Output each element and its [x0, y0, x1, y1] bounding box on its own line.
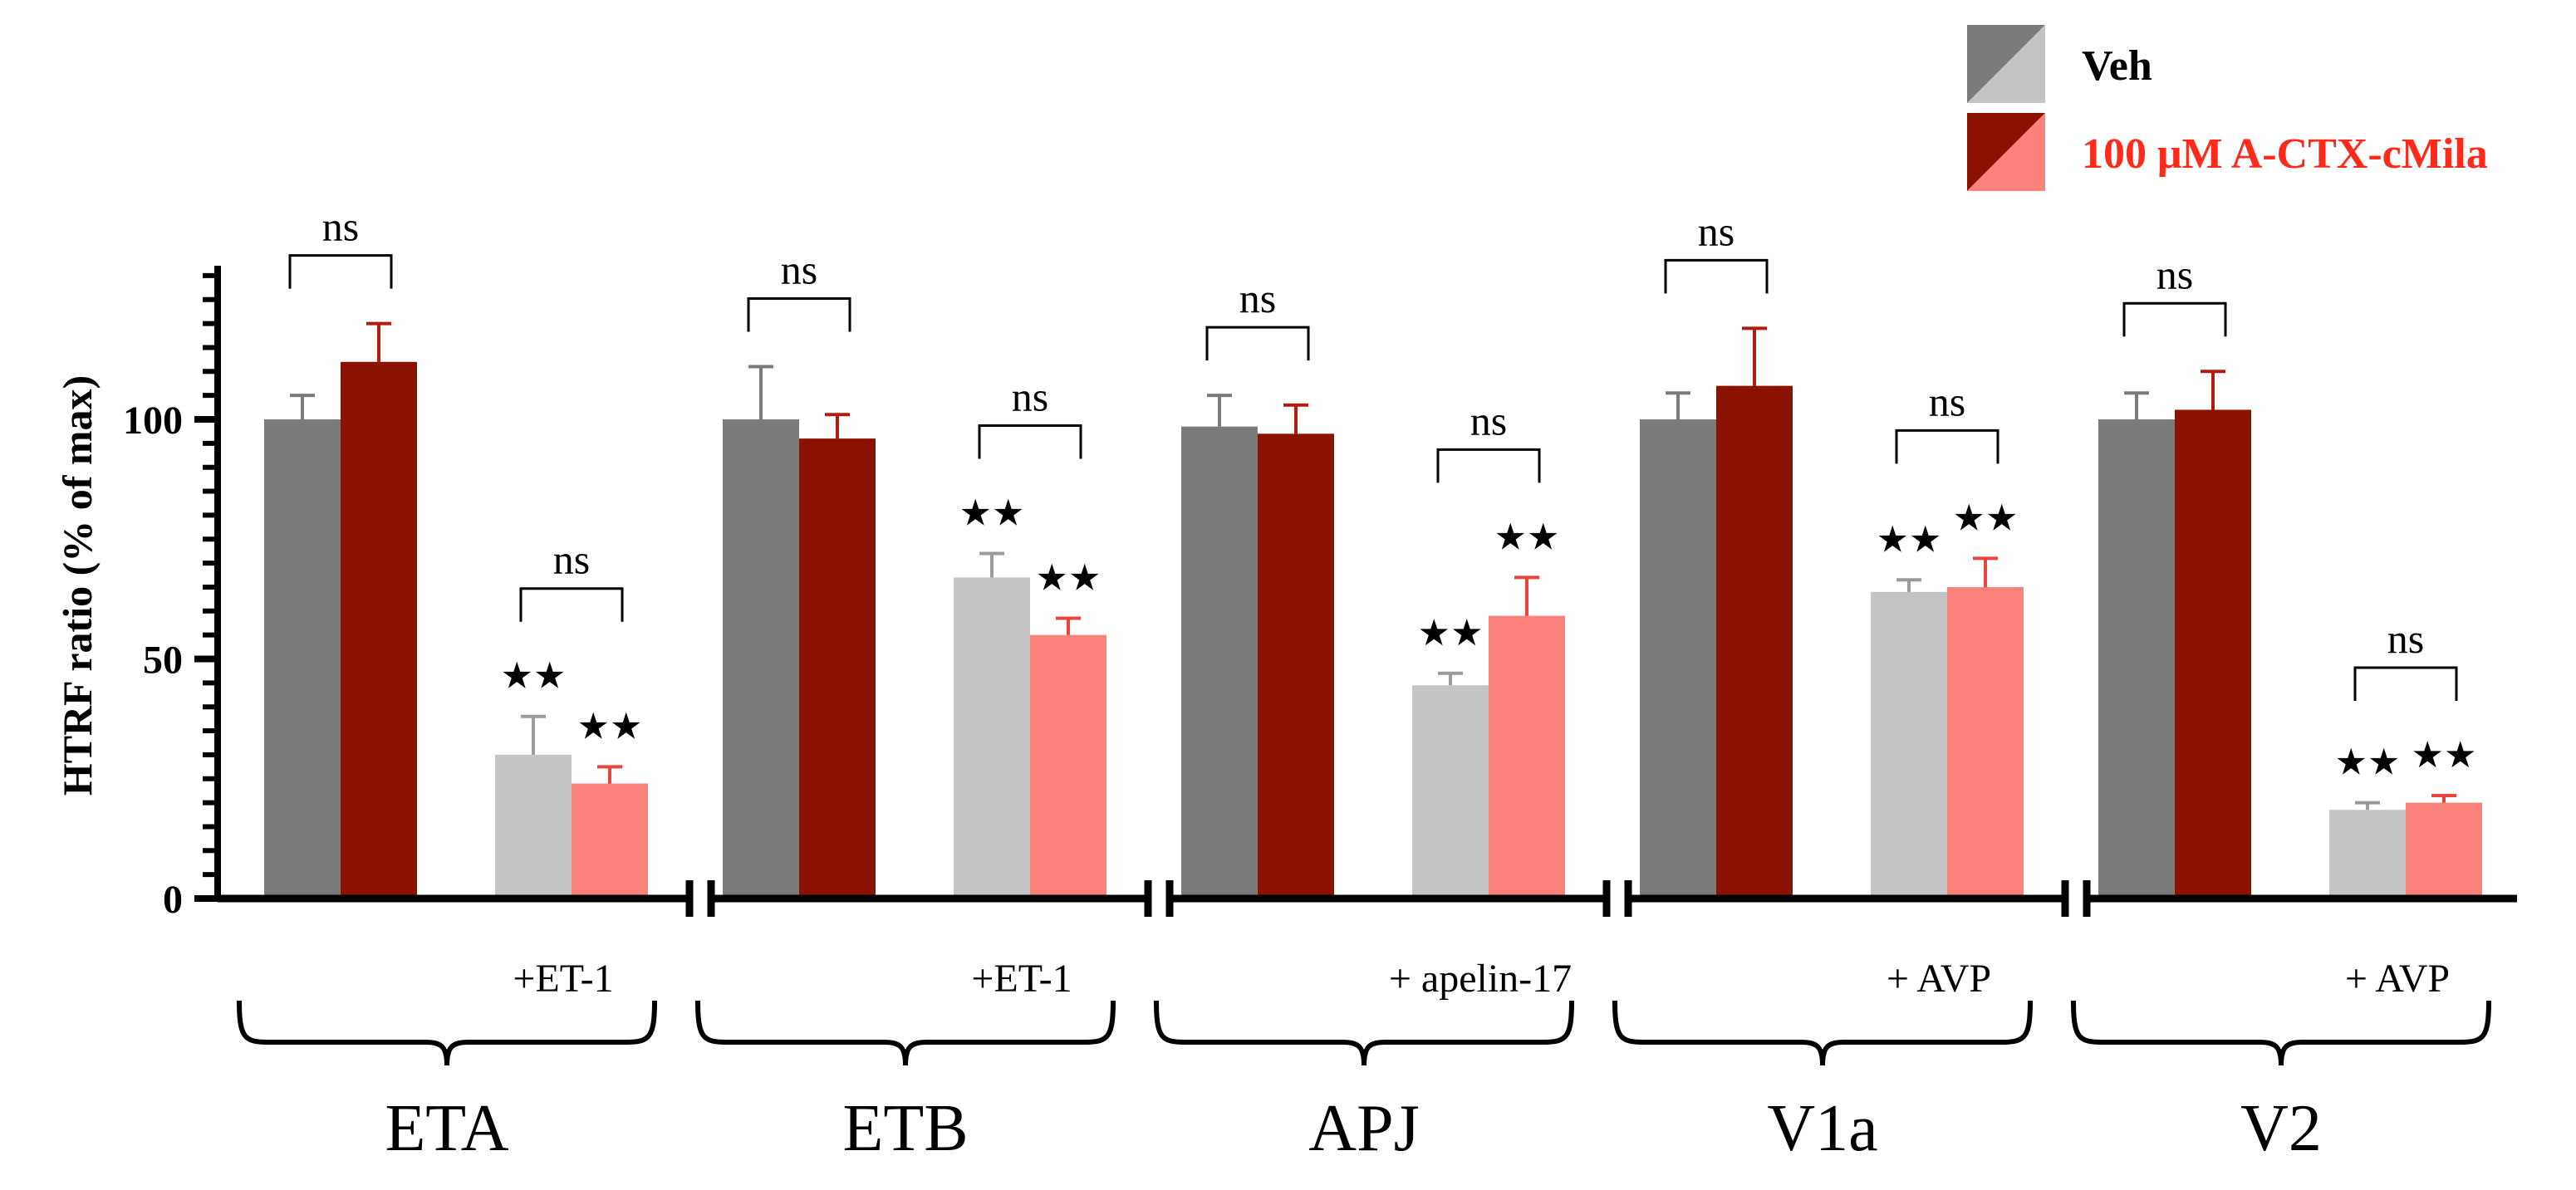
- y-tick-label: 0: [163, 878, 183, 922]
- comparison-bracket: [2122, 301, 2227, 337]
- bar-APJ-2: [1412, 685, 1489, 899]
- bar-V1a-2: [1871, 591, 1947, 899]
- bar-V2-3: [2406, 802, 2482, 899]
- y-tick-label: 50: [143, 639, 183, 683]
- bar-APJ-3: [1489, 615, 1565, 899]
- comparison-bracket: [1895, 428, 1999, 464]
- bar-ETB-3: [1030, 634, 1106, 899]
- brace-V1a: [1612, 1000, 2033, 1066]
- comparison-label: ns: [322, 203, 359, 250]
- receptor-label: ETB: [842, 1092, 968, 1165]
- significance-stars: ★★: [501, 656, 567, 697]
- stimulus-label: +ET-1: [971, 957, 1072, 1001]
- significance-stars: ★★: [1877, 519, 1942, 560]
- bar-ETB-0: [723, 419, 799, 899]
- legend-label: 100 μM A-CTX-cMila: [2082, 130, 2488, 178]
- stimulus-label: + AVP: [2345, 957, 2450, 1001]
- legend: Veh 100 μM A-CTX-cMila: [1967, 25, 2488, 191]
- comparison-label: ns: [553, 536, 590, 583]
- y-axis: 0 50 100: [123, 266, 221, 922]
- significance-stars: ★★: [1494, 517, 1560, 557]
- bar-V1a-0: [1640, 419, 1716, 899]
- stimulus-label: +ET-1: [513, 957, 613, 1001]
- bars-layer: [264, 321, 2482, 899]
- receptor-label: APJ: [1308, 1092, 1419, 1165]
- legend-swatch-light: [1967, 113, 2045, 191]
- significance-stars: ★★: [2335, 742, 2401, 783]
- comparison-bracket: [1664, 258, 1769, 294]
- receptor-label: V2: [2240, 1092, 2322, 1165]
- bar-ETB-1: [799, 438, 876, 899]
- significance-stars: ★★: [1953, 497, 2019, 538]
- comparison-bracket: [1205, 326, 1310, 361]
- bar-APJ-1: [1258, 433, 1334, 899]
- y-tick-label: 100: [123, 399, 183, 443]
- bar-V1a-3: [1947, 586, 2024, 899]
- comparison-label: ns: [1929, 378, 1965, 424]
- brace-ETA: [237, 1000, 657, 1066]
- comparison-bracket: [747, 297, 851, 332]
- comparison-label: ns: [1012, 374, 1048, 420]
- bar-V2-2: [2329, 810, 2406, 899]
- comparison-label: ns: [1470, 397, 1507, 443]
- x-axis: [218, 880, 2517, 917]
- bar-ETB-2: [954, 577, 1030, 899]
- legend-swatch-light: [1967, 25, 2045, 103]
- stimulus-label: + apelin-17: [1389, 957, 1572, 1001]
- comparison-bracket: [2353, 666, 2458, 701]
- receptor-label: ETA: [385, 1092, 508, 1165]
- comparison-bracket: [1436, 448, 1541, 483]
- stimulus-label: + AVP: [1887, 957, 1991, 1001]
- comparison-label: ns: [1239, 275, 1276, 321]
- bar-ETA-0: [264, 419, 341, 899]
- bar-ETA-1: [341, 361, 417, 899]
- comparison-label: ns: [2156, 251, 2193, 297]
- significance-stars: ★★: [1418, 613, 1484, 654]
- significance-stars: ★★: [1036, 557, 1102, 598]
- bar-ETA-2: [495, 754, 572, 899]
- significance-stars: ★★: [959, 493, 1025, 534]
- comparison-bracket: [288, 254, 393, 289]
- receptor-label: V1a: [1767, 1092, 1877, 1165]
- y-axis-label: HTRF ratio (% of max): [54, 375, 101, 796]
- receptor-braces: ETA ETB APJ V1a V2: [237, 1000, 2491, 1165]
- bar-V1a-1: [1716, 385, 1793, 899]
- brace-APJ: [1154, 1000, 1574, 1066]
- brace-ETB: [695, 1000, 1116, 1066]
- bar-V2-1: [2175, 409, 2251, 899]
- significance-stars: ★★: [577, 706, 643, 747]
- comparison-bracket: [519, 587, 624, 622]
- significance-stars: ★★: [2412, 735, 2477, 776]
- comparison-label: ns: [781, 247, 817, 293]
- legend-label: Veh: [2082, 42, 2152, 90]
- bar-V2-0: [2098, 419, 2175, 899]
- bar-APJ-0: [1181, 426, 1258, 899]
- comparison-label: ns: [2387, 615, 2424, 662]
- comparison-label: ns: [1698, 208, 1735, 254]
- brace-V2: [2071, 1000, 2491, 1066]
- comparison-bracket: [978, 424, 1082, 459]
- bar-ETA-3: [572, 783, 648, 899]
